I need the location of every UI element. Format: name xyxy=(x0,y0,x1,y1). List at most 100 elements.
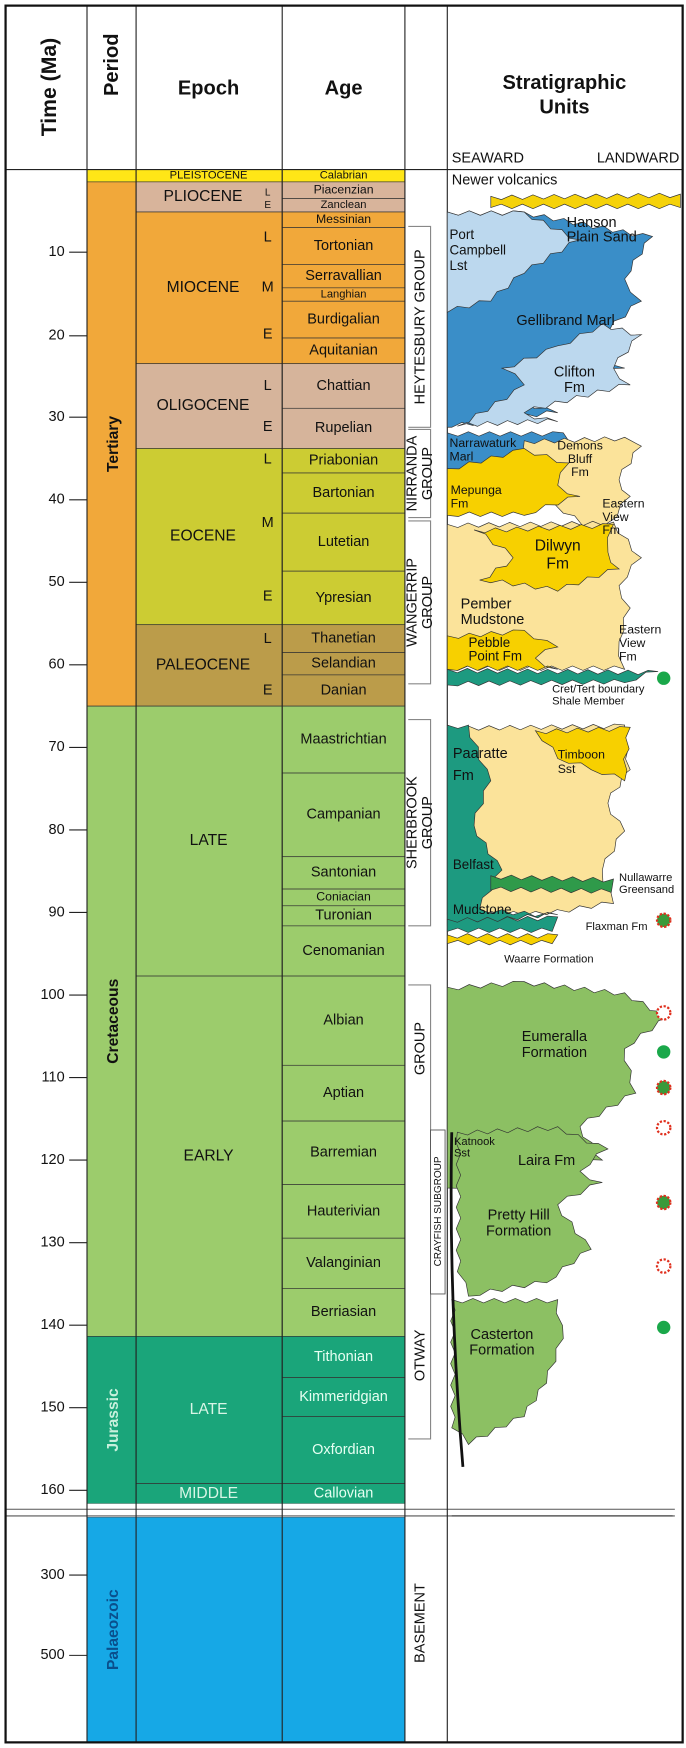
age-label: Maastrichtian xyxy=(300,731,386,747)
age-label: Aptian xyxy=(323,1085,364,1101)
age-label: Tortonian xyxy=(314,238,374,254)
time-tick-label: 50 xyxy=(49,574,65,590)
time-tick-label: 30 xyxy=(49,409,65,425)
symbol-star xyxy=(657,914,670,927)
group-label: GROUP xyxy=(420,796,436,849)
epoch-subdivision: M xyxy=(262,515,274,531)
period-label: Jurassic xyxy=(105,1388,122,1452)
unit-label: Sst xyxy=(558,762,576,776)
epoch-subdivision: L xyxy=(264,631,272,647)
age-label: Ypresian xyxy=(315,590,371,606)
unit-label: Formation xyxy=(486,1223,551,1239)
symbol-dot xyxy=(657,1045,670,1058)
time-tick-label: 160 xyxy=(40,1482,64,1498)
unit-label: Laira Fm xyxy=(518,1153,575,1169)
header-units: Stratigraphic xyxy=(503,72,627,94)
unit-label: Eastern xyxy=(619,623,661,637)
age-label: Callovian xyxy=(314,1485,374,1501)
time-tick-label: 20 xyxy=(49,328,65,344)
time-tick-label: 120 xyxy=(40,1152,64,1168)
age-label: Selandian xyxy=(311,656,375,672)
unit-label: Fm xyxy=(451,496,469,510)
unit-label: Paaratte xyxy=(453,746,508,762)
header-seaward: SEAWARD xyxy=(452,150,524,166)
group-label: GROUP xyxy=(412,1022,428,1075)
age-label: Berriasian xyxy=(311,1304,376,1320)
age-label: Barremian xyxy=(310,1145,377,1161)
symbol-dot xyxy=(657,1321,670,1334)
unit-label: Mudstone xyxy=(453,902,512,917)
age-label: Piacenzian xyxy=(314,182,374,196)
unit-label: Port xyxy=(450,227,475,242)
group-label: HEYTESBURY GROUP xyxy=(412,249,428,404)
header-units: Units xyxy=(539,97,589,119)
epoch-subdivision: L xyxy=(265,188,271,199)
time-tick-label: 140 xyxy=(40,1317,64,1333)
unit-label: Formation xyxy=(469,1343,534,1359)
unit-label: Belfast xyxy=(453,857,494,872)
period-label: Tertiary xyxy=(105,416,122,472)
age-label: Serravallian xyxy=(305,268,382,284)
unit-label: Fm xyxy=(602,523,620,537)
epoch-label: MIOCENE xyxy=(167,279,240,296)
epoch-subdivision: L xyxy=(264,229,272,245)
time-tick-label: 60 xyxy=(49,657,65,673)
unit-label: Fm xyxy=(546,556,569,573)
unit-label: Campbell xyxy=(450,243,507,258)
period-label: Palaeozoic xyxy=(105,1589,122,1670)
period-cell xyxy=(87,1517,405,1742)
unit-label: Narrawaturk xyxy=(450,436,518,450)
age-label: Kimmeridgian xyxy=(299,1389,388,1405)
epoch-label: LATE xyxy=(190,1401,228,1418)
group-label: GROUP xyxy=(420,576,436,629)
symbol-star xyxy=(657,1121,670,1134)
time-tick-label: 500 xyxy=(40,1647,64,1663)
unit-label: Cret/Tert boundary xyxy=(552,683,645,695)
epoch-subdivision: E xyxy=(263,589,273,605)
unit-label: Point Fm xyxy=(468,649,522,664)
age-label: Cenomanian xyxy=(302,943,384,959)
subgroup-label: CRAYFISH SUBGROUP xyxy=(433,1156,444,1266)
unit-label: Newer volcanics xyxy=(452,173,558,189)
symbol-star xyxy=(657,1081,670,1094)
symbol-dot xyxy=(657,672,670,685)
time-tick-label: 40 xyxy=(49,492,65,508)
group-label: NIRRANDA xyxy=(405,435,421,511)
unit-label: View xyxy=(602,510,628,524)
unit-label: Casterton xyxy=(471,1327,534,1343)
unit-label: Greensand xyxy=(619,884,674,896)
unit-label: Plain Sand xyxy=(567,229,637,245)
epoch-label: EOCENE xyxy=(170,528,236,545)
unit-label: Bluff xyxy=(568,452,593,466)
period-label: Cretaceous xyxy=(105,978,122,1063)
age-label: Hauterivian xyxy=(307,1203,380,1219)
unit-label: Demons xyxy=(557,438,603,452)
age-label: Aquitanian xyxy=(309,343,378,359)
unit-label: Formation xyxy=(522,1045,587,1061)
page: {"header":{"time":"Time (Ma)","period":"… xyxy=(0,0,686,1748)
age-label: Danian xyxy=(321,682,367,698)
epoch-subdivision: M xyxy=(262,280,274,296)
epoch-subdivision: L xyxy=(264,378,272,394)
age-label: Zanclean xyxy=(321,199,367,211)
epoch-subdivision: L xyxy=(264,451,272,467)
unit-label: Pretty Hill xyxy=(488,1208,550,1224)
epoch-subdivision: E xyxy=(263,419,273,435)
time-tick-label: 150 xyxy=(40,1400,64,1416)
unit-label: Sst xyxy=(454,1147,471,1159)
age-label: Burdigalian xyxy=(307,311,380,327)
header-epoch: Epoch xyxy=(178,78,239,100)
unit-label: Lst xyxy=(450,258,468,273)
unit-label: Dilwyn xyxy=(535,538,581,555)
unit-label: Waarre Formation xyxy=(504,953,593,965)
epoch-subdivision: E xyxy=(263,682,273,698)
group-label: SHERBROOK xyxy=(405,776,421,869)
age-label: Langhian xyxy=(321,288,367,300)
group-label: GROUP xyxy=(420,447,436,500)
time-tick-label: 300 xyxy=(40,1567,64,1583)
axis-break-gap xyxy=(6,1504,683,1517)
unit-label: Timboon xyxy=(558,747,605,761)
age-label: Messinian xyxy=(316,212,371,226)
group-label: OTWAY xyxy=(412,1329,428,1381)
age-label: Coniacian xyxy=(316,890,371,904)
